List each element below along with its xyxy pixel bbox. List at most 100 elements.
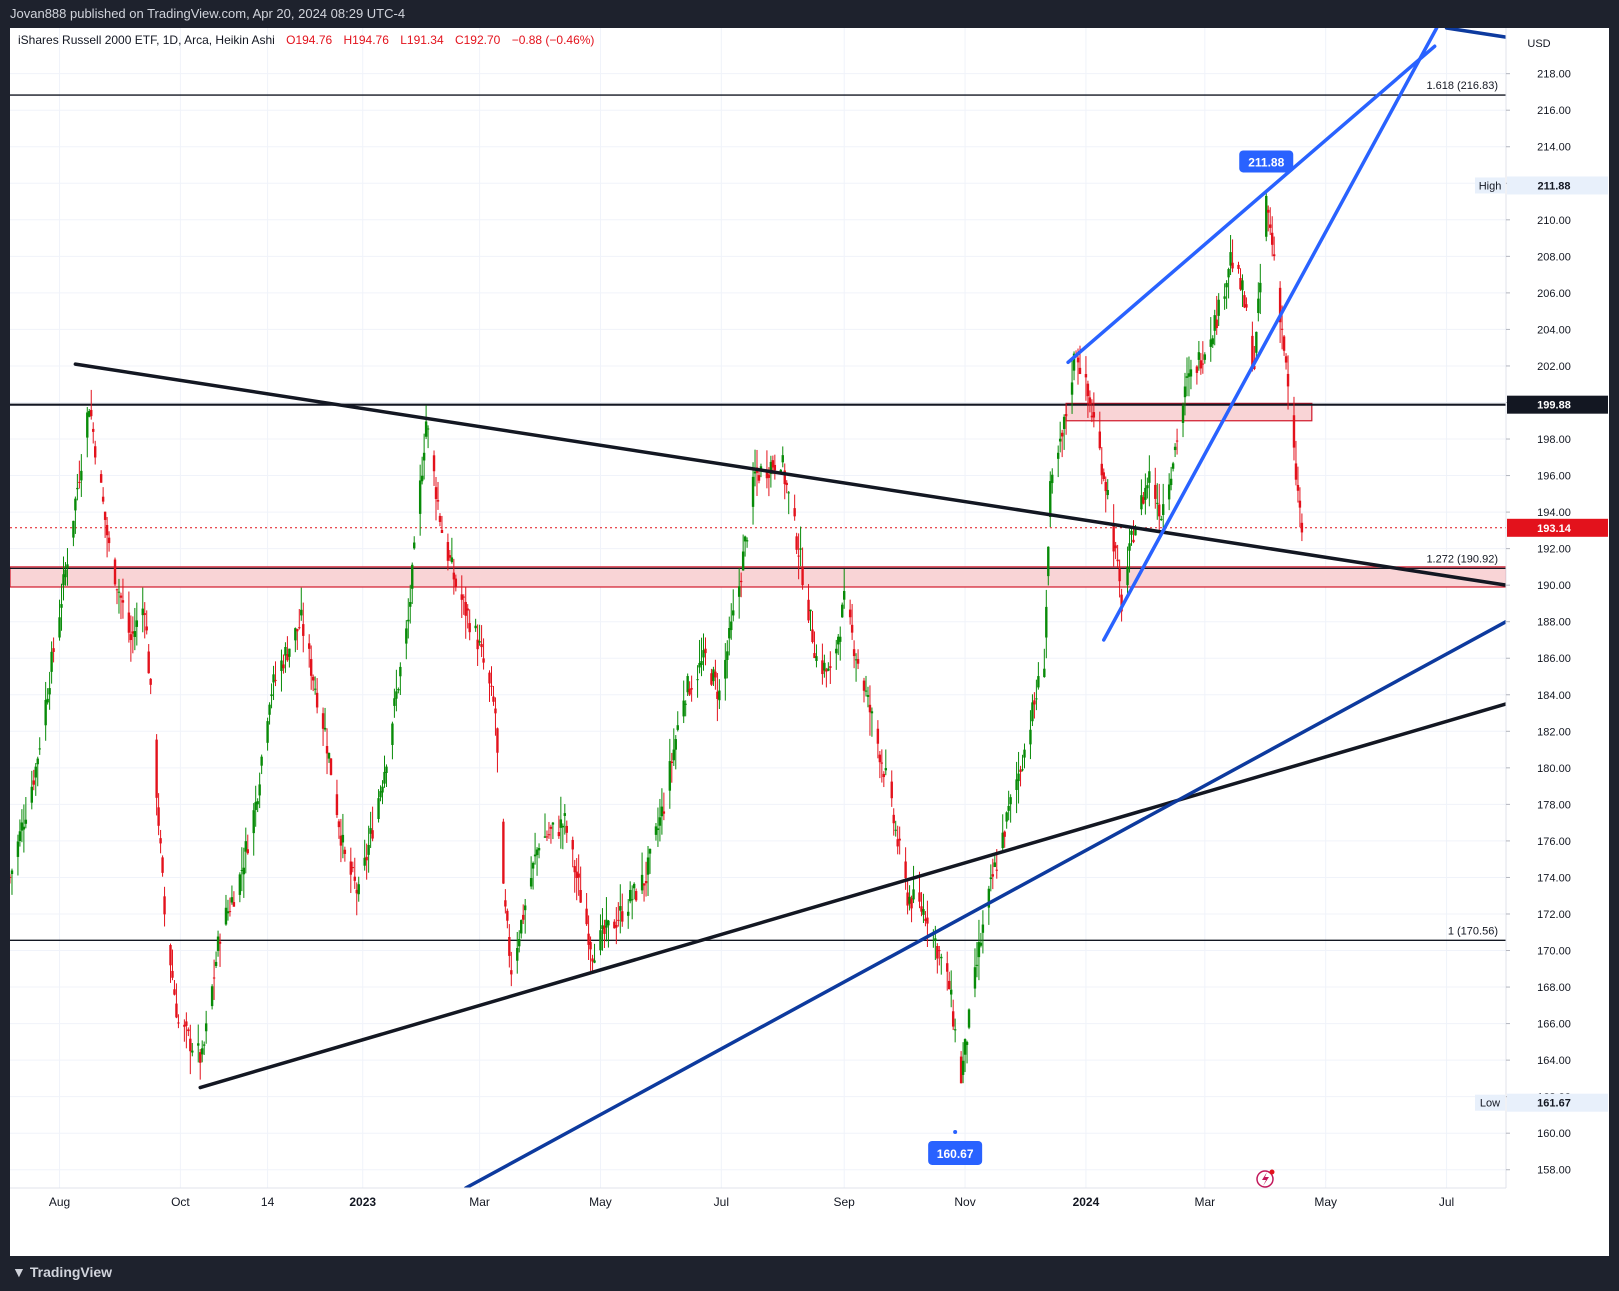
candle-body — [1197, 352, 1201, 360]
candle-body — [1047, 546, 1050, 577]
candle-body — [628, 889, 632, 902]
candle-body — [308, 643, 311, 649]
candle-body — [464, 601, 467, 616]
candle-body — [353, 876, 356, 881]
chart-area[interactable]: 158.00160.00162.00164.00166.00168.00170.… — [10, 28, 1609, 1256]
candle-body — [64, 569, 67, 578]
time-tick-label: Mar — [1194, 1195, 1215, 1209]
candle-body — [1292, 415, 1296, 448]
candle-body — [397, 689, 400, 691]
price-tick-label: 180.00 — [1537, 763, 1571, 775]
candle-body — [698, 662, 701, 668]
candle-body — [543, 836, 547, 838]
candle-body — [615, 924, 618, 928]
candle-body — [563, 813, 567, 816]
candle-body — [906, 892, 909, 906]
time-tick-label: Sep — [834, 1195, 856, 1209]
candle-body — [1167, 484, 1171, 500]
candle-body — [492, 696, 495, 702]
candle-body — [1104, 481, 1107, 492]
price-tick-label: 214.00 — [1537, 142, 1571, 154]
candle-body — [159, 838, 162, 844]
candle-body — [201, 1048, 204, 1055]
replay-icon[interactable] — [1256, 1169, 1275, 1188]
candle-body — [878, 754, 882, 763]
price-tick-label: 170.00 — [1537, 946, 1571, 958]
candle-body — [1278, 287, 1282, 323]
candle-body — [413, 542, 416, 549]
candle-body — [117, 591, 121, 593]
candle-body — [753, 471, 757, 474]
candle-body — [224, 907, 228, 925]
axis-199-88-tag: 199.88 — [1537, 400, 1571, 412]
tradingview-logo[interactable]: ▼ TradingView — [12, 1264, 112, 1280]
candle-body — [1185, 376, 1189, 378]
candle-body — [1225, 282, 1228, 288]
candle-body — [1154, 484, 1157, 499]
candle-body — [1078, 367, 1082, 375]
candle-body — [1282, 336, 1286, 351]
candle-body — [949, 989, 953, 995]
candle-body — [355, 889, 358, 894]
candle-body — [107, 537, 111, 544]
currency-label[interactable]: USD — [1527, 38, 1550, 50]
candle-body — [432, 455, 436, 472]
candle-body — [672, 749, 675, 761]
candle-body — [757, 475, 761, 481]
candle-body — [80, 470, 83, 481]
candle-body — [1169, 478, 1173, 486]
candle-body — [1199, 360, 1203, 369]
candle-body — [551, 822, 555, 825]
candle-body — [133, 631, 137, 637]
price-axis-bg[interactable] — [1506, 28, 1609, 1256]
candle-body — [1269, 224, 1272, 228]
candle-body — [621, 911, 624, 922]
candle-body — [1239, 278, 1242, 290]
candle-body — [892, 814, 895, 824]
candle-body — [1195, 366, 1199, 373]
candle-body — [793, 508, 796, 517]
candle-body — [131, 631, 135, 634]
candle-body — [246, 849, 249, 854]
candle-body — [341, 834, 345, 843]
candle-body — [795, 536, 798, 550]
candle-body — [920, 906, 923, 912]
axis-low-tag-bg — [1507, 1093, 1608, 1112]
candle-body — [934, 938, 937, 941]
candle-body — [876, 728, 880, 744]
candle-body — [282, 664, 285, 669]
candle-body — [1132, 539, 1135, 543]
candle-body — [829, 666, 832, 668]
time-tick-label: Nov — [954, 1195, 975, 1209]
low-badge-bg — [928, 1140, 983, 1165]
candle-body — [1120, 594, 1123, 612]
candle-body — [309, 659, 313, 676]
candle-body — [450, 557, 454, 563]
candle-body — [591, 958, 594, 962]
candle-body — [1088, 397, 1092, 405]
candle-body — [48, 688, 51, 695]
candle-body — [549, 826, 553, 829]
candle-body — [547, 834, 551, 836]
candle-body — [587, 933, 590, 945]
candle-body — [959, 1056, 963, 1084]
time-axis-bg[interactable] — [10, 1188, 1609, 1256]
axis-low-tag-caption-bg — [1475, 1094, 1505, 1111]
candle-body — [440, 529, 444, 533]
candle-body — [420, 475, 424, 482]
price-chart[interactable]: 158.00160.00162.00164.00166.00168.00170.… — [10, 28, 1609, 1256]
candle-body — [987, 888, 991, 908]
candle-body — [460, 594, 463, 600]
candle-body — [147, 651, 150, 674]
candle-body — [74, 498, 77, 511]
candle-body — [103, 511, 107, 520]
candle-body — [294, 628, 297, 641]
candle-body — [1231, 262, 1234, 269]
candle-body — [424, 421, 428, 437]
candle-body — [644, 881, 648, 884]
candle-body — [529, 878, 533, 887]
candle-body — [979, 942, 983, 946]
trendline — [1102, 28, 1439, 642]
candle-body — [1116, 559, 1119, 562]
candle-body — [726, 651, 729, 660]
